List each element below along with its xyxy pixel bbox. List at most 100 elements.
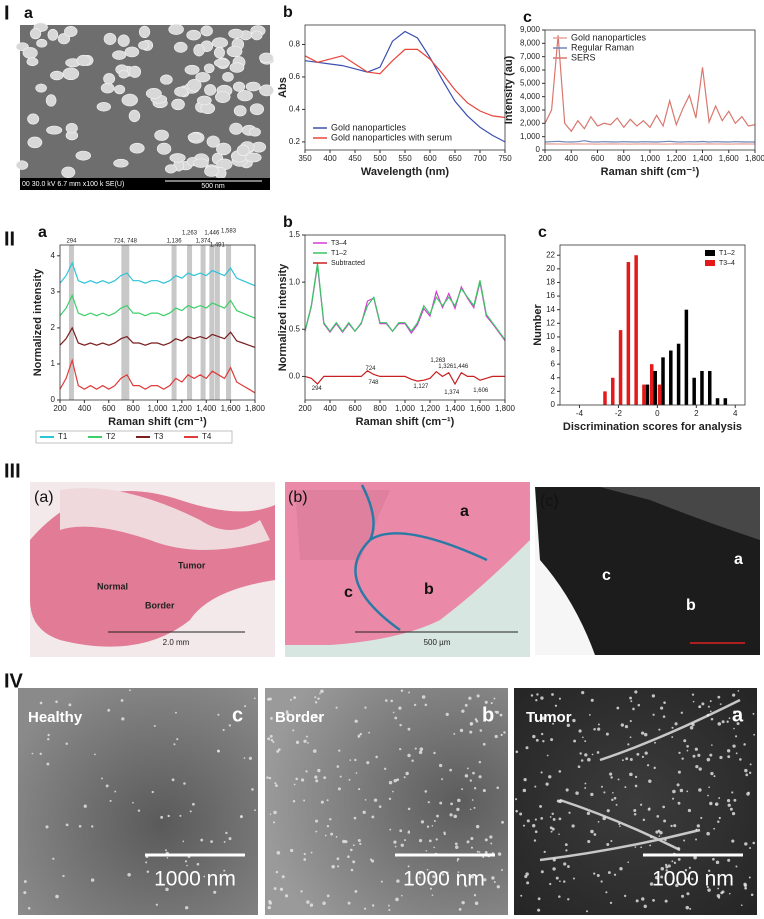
particle [27, 906, 31, 910]
y-axis-label: Intensity (au) [503, 55, 515, 124]
particle [436, 814, 439, 818]
y-tick-label: 0 [551, 400, 556, 409]
particle [740, 904, 743, 907]
particle [312, 749, 317, 753]
particle [515, 750, 519, 754]
particle [665, 865, 669, 869]
x-tick-label: 550 [398, 154, 412, 163]
particle [672, 879, 675, 883]
y-tick-label: 4,000 [520, 92, 541, 101]
y-tick-label: 4 [551, 373, 556, 382]
particle [357, 734, 361, 738]
particle [286, 712, 290, 716]
particle [686, 744, 689, 748]
region-label: c [344, 584, 353, 601]
particle [535, 738, 539, 742]
particle [627, 861, 630, 863]
bar [700, 370, 704, 405]
particle [322, 901, 326, 906]
particle [677, 858, 681, 861]
section-label: I [4, 2, 10, 24]
particle [717, 887, 720, 890]
particle [605, 891, 608, 894]
particle [203, 875, 206, 878]
particle [407, 727, 411, 731]
y-tick-label: 4 [51, 251, 56, 260]
region-label: Border [145, 600, 175, 610]
particle [667, 864, 671, 868]
y-tick-label: 1.5 [289, 230, 301, 239]
particle [633, 808, 637, 812]
particle [371, 815, 375, 819]
particle [46, 125, 63, 135]
particle [171, 98, 185, 111]
particle [640, 731, 645, 735]
particle [248, 756, 252, 760]
particle [686, 877, 690, 881]
y-tick-label: 3,000 [520, 105, 541, 114]
particle [679, 788, 684, 793]
particle [426, 868, 429, 871]
particle [414, 747, 417, 750]
particle [563, 880, 566, 883]
particle [306, 900, 310, 904]
particle [600, 785, 603, 788]
particle [349, 759, 352, 761]
particle [275, 870, 279, 874]
particle [215, 91, 231, 103]
particle [275, 784, 278, 787]
particle [364, 706, 367, 709]
particle [267, 737, 271, 741]
particle [678, 751, 681, 755]
particle [580, 759, 584, 762]
particle [540, 870, 544, 874]
particle [273, 887, 277, 890]
particle [749, 763, 752, 766]
series-line [304, 30, 506, 143]
bar [692, 377, 696, 405]
particle [713, 827, 716, 830]
particles [23, 689, 756, 913]
particle [383, 767, 387, 770]
bar [661, 357, 665, 405]
particle [303, 799, 306, 802]
particle [216, 142, 232, 156]
particle [681, 894, 685, 898]
particle [745, 773, 749, 777]
particle [683, 739, 687, 743]
particle [388, 797, 392, 801]
particle [641, 897, 645, 901]
bar [618, 330, 623, 405]
particle [303, 852, 306, 856]
particle [717, 695, 721, 699]
particle [352, 844, 355, 847]
particle [597, 727, 601, 731]
particle [648, 807, 651, 810]
particle [719, 755, 723, 760]
sem-map [265, 688, 508, 915]
particle [337, 865, 340, 868]
particle [636, 752, 640, 756]
particle [752, 712, 755, 715]
particle [555, 876, 559, 880]
particle [369, 858, 373, 861]
particle [721, 890, 725, 894]
particle [567, 865, 570, 868]
particle [597, 820, 600, 823]
particle [671, 726, 674, 729]
particle [407, 865, 410, 868]
particle [418, 838, 423, 843]
x-tick-label: 2 [694, 409, 699, 418]
particle [338, 749, 341, 752]
particle [217, 713, 220, 716]
particle [609, 772, 613, 776]
y-tick-label: 7,000 [520, 52, 541, 61]
peak-label: 1,263 [430, 358, 446, 364]
particle [721, 720, 725, 724]
particle [362, 810, 366, 814]
particle [634, 846, 637, 848]
particle [39, 752, 42, 756]
particle [390, 699, 394, 703]
x-tick-label: 600 [102, 404, 116, 413]
